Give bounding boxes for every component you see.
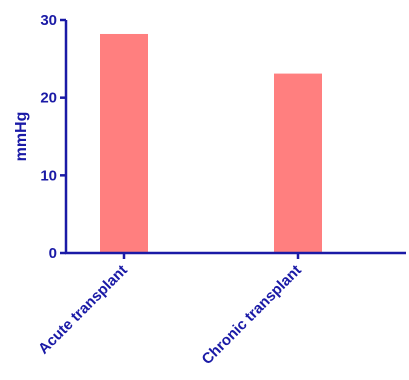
y-tick-label-0: 0 [49, 245, 57, 262]
y-tick-label-10: 10 [40, 167, 57, 184]
y-tick-label-20: 20 [40, 90, 57, 107]
y-axis-title: mmHg [13, 112, 30, 162]
bar-2 [274, 73, 322, 253]
x-tick-label-1: Acute transplant [35, 262, 131, 358]
bar-1 [100, 33, 148, 254]
y-tick-label-30: 30 [40, 12, 57, 29]
x-tick-label-2: Chronic transplant [199, 262, 305, 368]
